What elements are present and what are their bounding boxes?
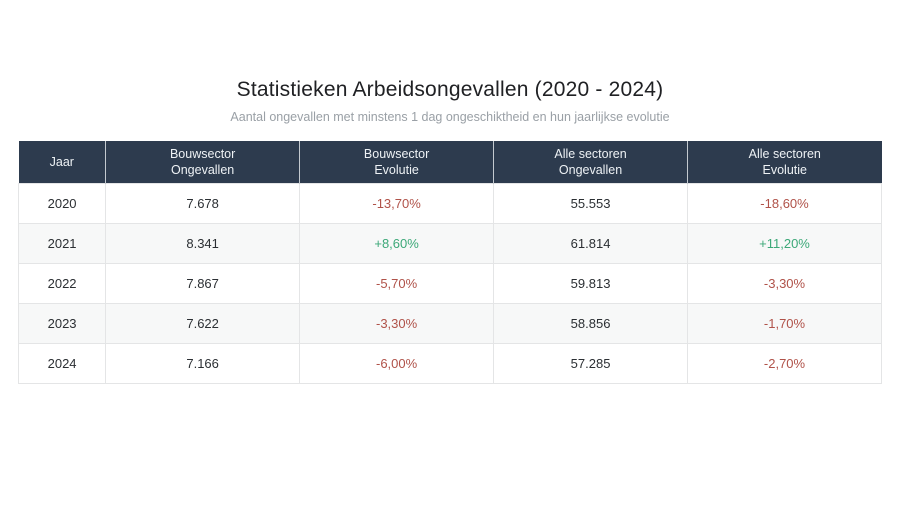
cell-jaar: 2020 — [17, 183, 107, 224]
cell-jaar: 2021 — [17, 223, 107, 264]
table-row: 2021 8.341 +8,60% 61.814 +11,20% — [17, 223, 882, 264]
cell-bouwsector-evolutie: -6,00% — [299, 343, 495, 384]
header-jaar: Jaar — [18, 141, 106, 184]
cell-bouwsector-evolutie: +8,60% — [299, 223, 495, 264]
cell-jaar: 2024 — [17, 343, 107, 384]
cell-alle-sectoren-ongevallen: 59.813 — [493, 263, 689, 304]
cell-bouwsector-ongevallen: 7.867 — [105, 263, 301, 304]
page-title: Statistieken Arbeidsongevallen (2020 - 2… — [236, 78, 664, 101]
cell-jaar: 2023 — [17, 303, 107, 344]
cell-alle-sectoren-ongevallen: 61.814 — [493, 223, 689, 264]
cell-alle-sectoren-evolutie: -3,30% — [687, 263, 882, 304]
cell-alle-sectoren-evolutie: +11,20% — [687, 223, 882, 264]
table-row: 2020 7.678 -13,70% 55.553 -18,60% — [17, 183, 882, 224]
cell-bouwsector-ongevallen: 7.678 — [105, 183, 301, 224]
table-body: 2020 7.678 -13,70% 55.553 -18,60% 2021 8… — [17, 183, 882, 384]
page-subtitle: Aantal ongevallen met minstens 1 dag ong… — [230, 110, 670, 124]
cell-bouwsector-evolutie: -13,70% — [299, 183, 495, 224]
cell-jaar: 2022 — [17, 263, 107, 304]
cell-bouwsector-ongevallen: 7.166 — [105, 343, 301, 384]
cell-alle-sectoren-evolutie: -1,70% — [687, 303, 882, 344]
table-row: 2024 7.166 -6,00% 57.285 -2,70% — [17, 343, 882, 384]
cell-bouwsector-evolutie: -3,30% — [299, 303, 495, 344]
table-row: 2023 7.622 -3,30% 58.856 -1,70% — [17, 303, 882, 344]
header-bouwsector-ongevallen: Bouwsector Ongevallen — [105, 141, 300, 184]
cell-bouwsector-ongevallen: 7.622 — [105, 303, 301, 344]
header-bouwsector-evolutie: Bouwsector Evolutie — [299, 141, 494, 184]
cell-bouwsector-ongevallen: 8.341 — [105, 223, 301, 264]
cell-alle-sectoren-ongevallen: 55.553 — [493, 183, 689, 224]
header-alle-sectoren-ongevallen: Alle sectoren Ongevallen — [493, 141, 688, 184]
cell-alle-sectoren-evolutie: -2,70% — [687, 343, 882, 384]
table-row: 2022 7.867 -5,70% 59.813 -3,30% — [17, 263, 882, 304]
statistics-table: Jaar Bouwsector Ongevallen Bouwsector Ev… — [17, 141, 882, 384]
cell-alle-sectoren-ongevallen: 58.856 — [493, 303, 689, 344]
table-header: Jaar Bouwsector Ongevallen Bouwsector Ev… — [18, 141, 882, 184]
header-alle-sectoren-evolutie: Alle sectoren Evolutie — [687, 141, 882, 184]
cell-alle-sectoren-ongevallen: 57.285 — [493, 343, 689, 384]
cell-bouwsector-evolutie: -5,70% — [299, 263, 495, 304]
cell-alle-sectoren-evolutie: -18,60% — [687, 183, 882, 224]
